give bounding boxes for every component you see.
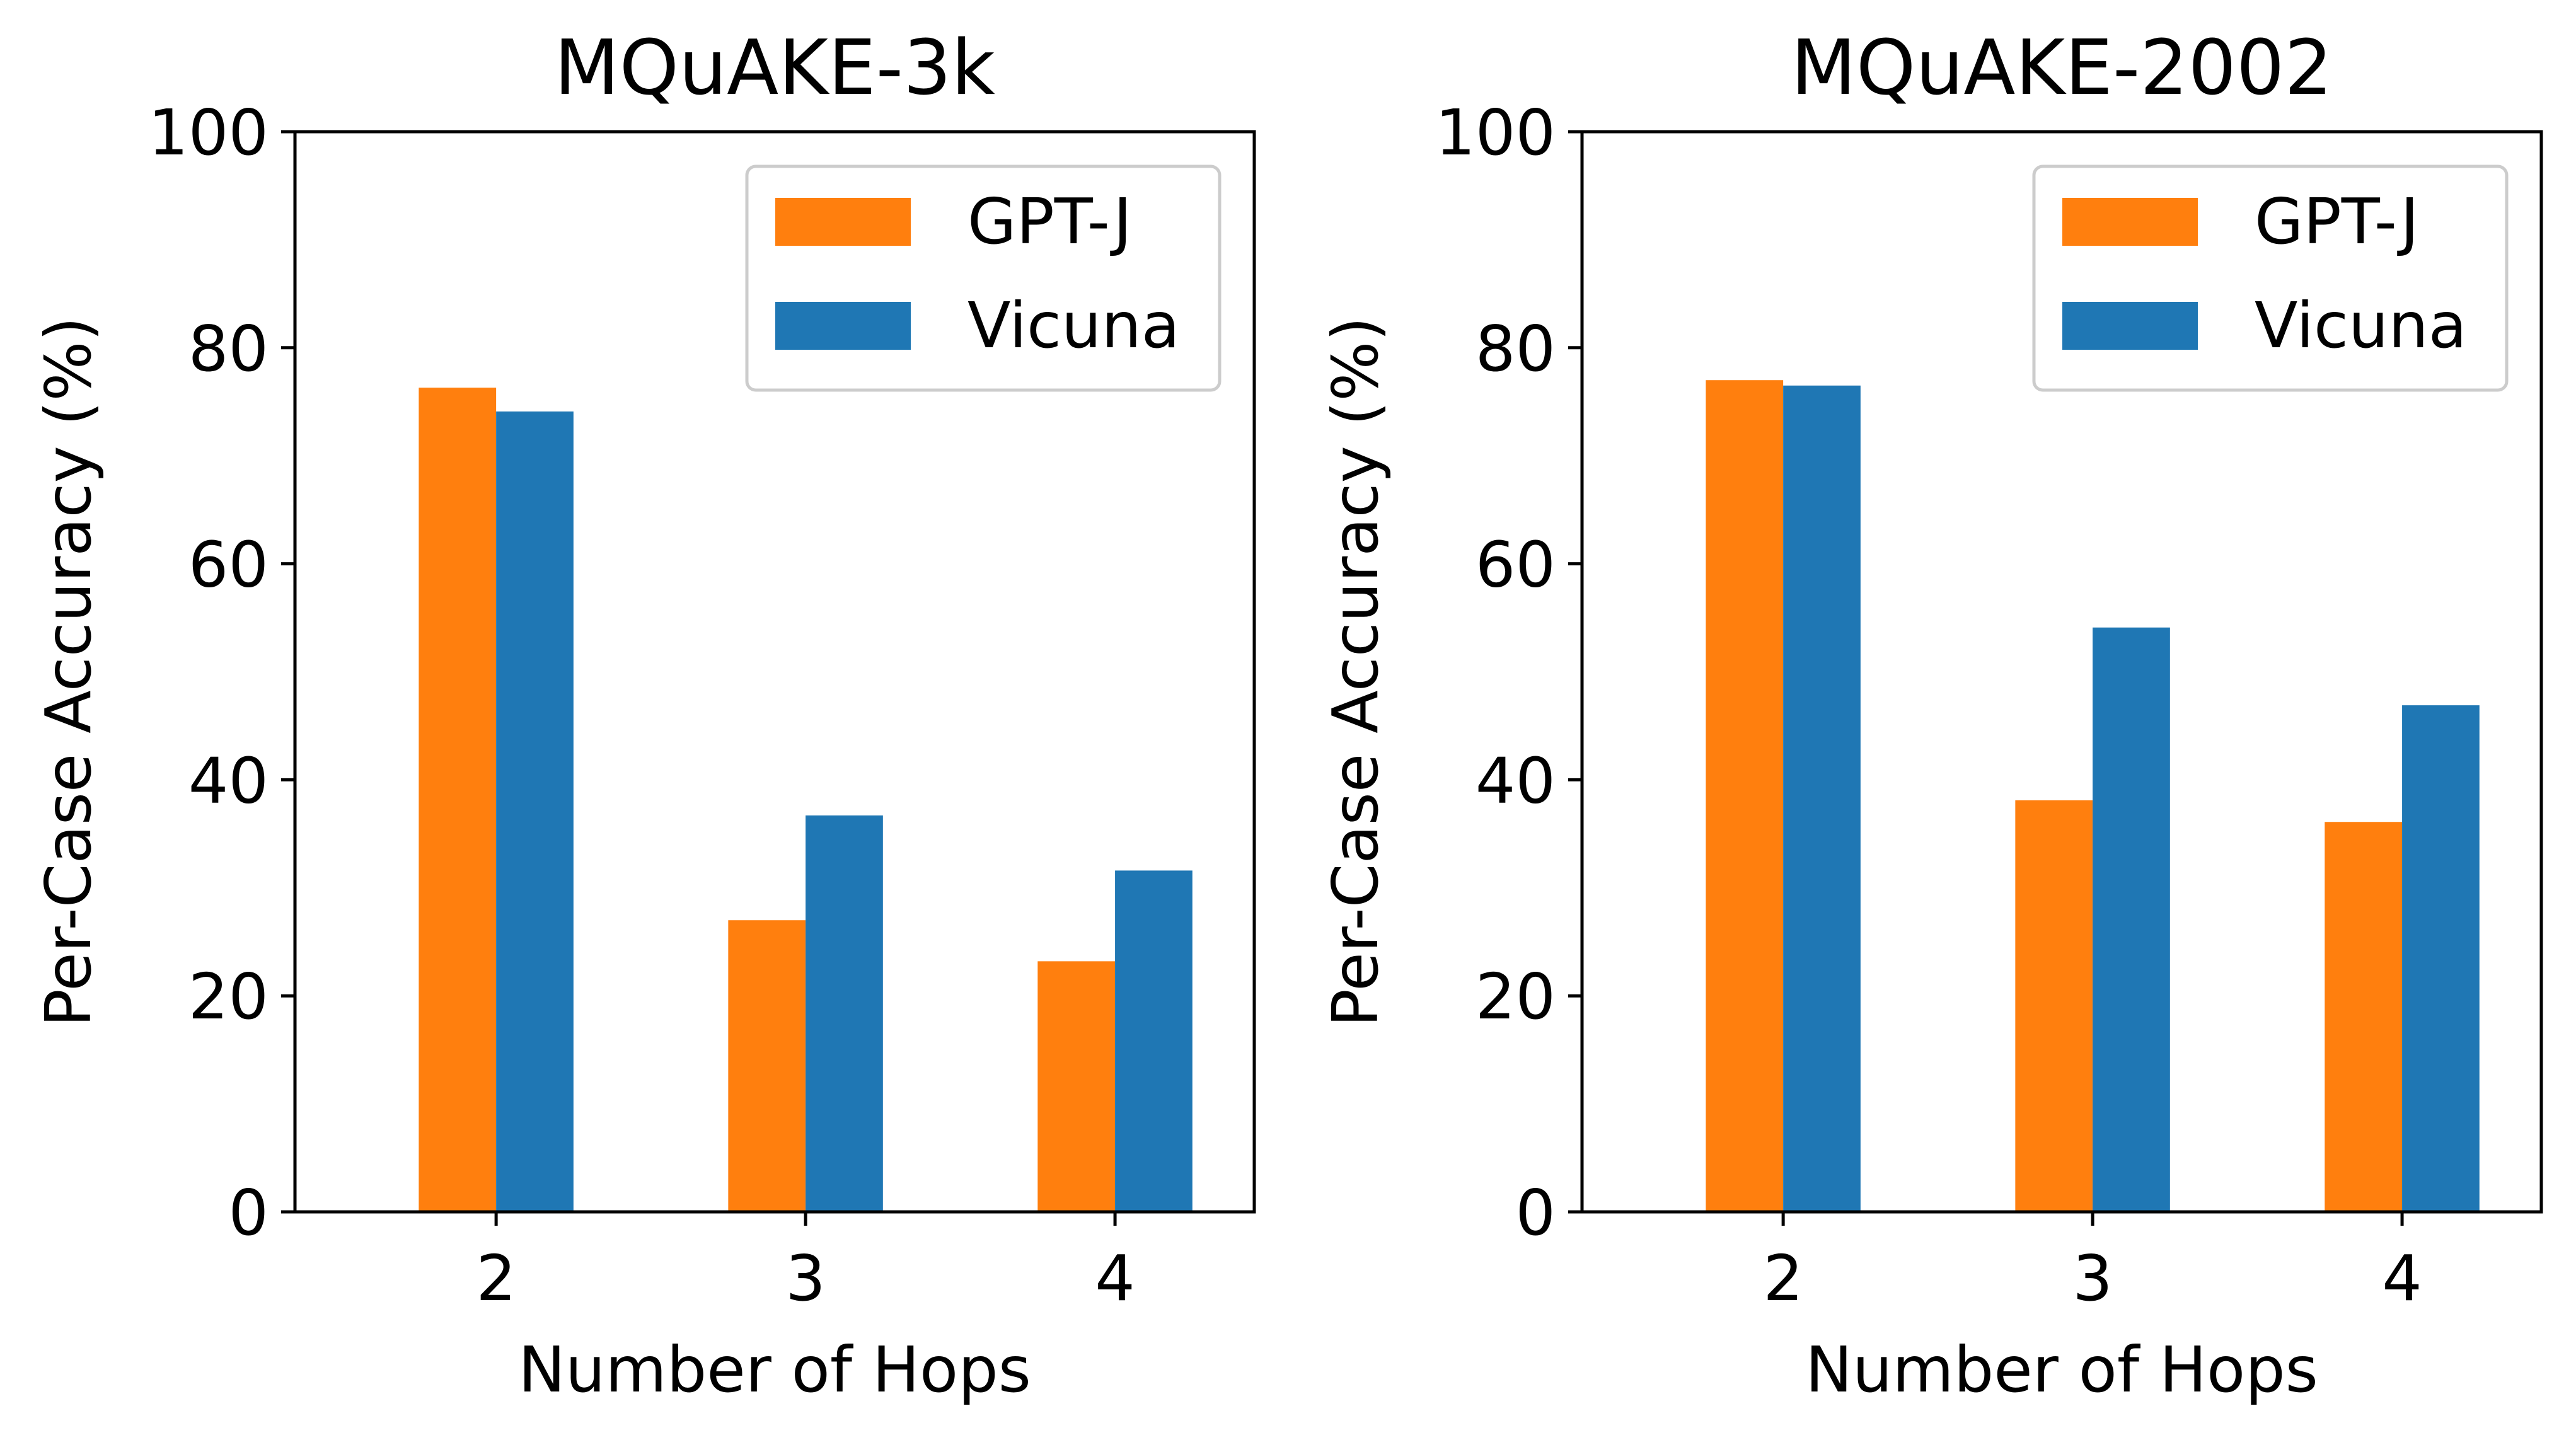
bar-vicuna-hop-4 bbox=[2402, 705, 2480, 1212]
legend-label-vicuna: Vicuna bbox=[2255, 289, 2467, 362]
legend-label-gpt-j: GPT-J bbox=[967, 185, 1132, 258]
legend-swatch-gpt-j bbox=[2062, 198, 2198, 246]
bar-vicuna-hop-3 bbox=[806, 815, 883, 1212]
legend: GPT-J Vicuna bbox=[2032, 164, 2509, 392]
y-axis-label: Per-Case Accuracy (%) bbox=[1319, 317, 1392, 1027]
bar-gpt-j-hop-3 bbox=[2015, 800, 2093, 1212]
x-axis-label: Number of Hops bbox=[518, 1333, 1031, 1407]
legend-label-gpt-j: GPT-J bbox=[2255, 185, 2419, 258]
bar-vicuna-hop-4 bbox=[1115, 870, 1193, 1212]
x-tick-label: 4 bbox=[2382, 1241, 2422, 1315]
chart-title: MQuAKE-3k bbox=[554, 25, 995, 112]
x-tick-label: 2 bbox=[1763, 1241, 1803, 1315]
y-tick-label: 100 bbox=[1435, 96, 1556, 170]
y-tick-label: 80 bbox=[188, 312, 269, 386]
bar-gpt-j-hop-2 bbox=[1706, 380, 1784, 1212]
y-tick-label: 0 bbox=[1515, 1176, 1556, 1250]
bar-gpt-j-hop-4 bbox=[2325, 822, 2403, 1212]
chart-title: MQuAKE-2002 bbox=[1791, 25, 2332, 112]
plot-frame bbox=[1580, 130, 2543, 1214]
legend-swatch-vicuna bbox=[775, 302, 911, 350]
y-axis-label: Per-Case Accuracy (%) bbox=[32, 317, 105, 1027]
y-tick-label: 20 bbox=[1476, 960, 1556, 1034]
chart-panel-1: 0 20 40 60 80 100 2 3 4 MQuAKE-3k Number of Hops Pe… bbox=[32, 25, 1256, 1407]
chart-panel-2: 0 20 40 60 80 100 2 3 4 MQuAKE-2002 Number of Hops… bbox=[1319, 25, 2543, 1407]
bar-vicuna-hop-3 bbox=[2093, 627, 2170, 1212]
bar-gpt-j-hop-2 bbox=[419, 388, 497, 1212]
y-tick-label: 0 bbox=[228, 1176, 269, 1250]
legend: GPT-J Vicuna bbox=[745, 164, 1222, 392]
y-tick-label: 60 bbox=[1476, 528, 1556, 602]
x-tick-label: 3 bbox=[2072, 1241, 2113, 1315]
y-tick-label: 20 bbox=[188, 960, 269, 1034]
y-tick-label: 80 bbox=[1476, 312, 1556, 386]
bar-vicuna-hop-2 bbox=[496, 411, 574, 1212]
x-tick-label: 3 bbox=[785, 1241, 826, 1315]
y-tick-label: 40 bbox=[188, 744, 269, 817]
x-tick-label: 2 bbox=[476, 1241, 516, 1315]
y-tick-label: 100 bbox=[148, 96, 269, 170]
bar-vicuna-hop-2 bbox=[1783, 385, 1861, 1212]
legend-swatch-vicuna bbox=[2062, 302, 2198, 350]
legend-label-vicuna: Vicuna bbox=[967, 289, 1180, 362]
bar-gpt-j-hop-4 bbox=[1037, 961, 1116, 1212]
y-tick-label: 60 bbox=[188, 528, 269, 602]
legend-swatch-gpt-j bbox=[775, 198, 911, 246]
x-axis-label: Number of Hops bbox=[1805, 1333, 2318, 1407]
bar-gpt-j-hop-3 bbox=[728, 920, 806, 1212]
y-tick-label: 40 bbox=[1476, 744, 1556, 817]
plot-frame bbox=[293, 130, 1256, 1214]
x-tick-label: 4 bbox=[1095, 1241, 1135, 1315]
